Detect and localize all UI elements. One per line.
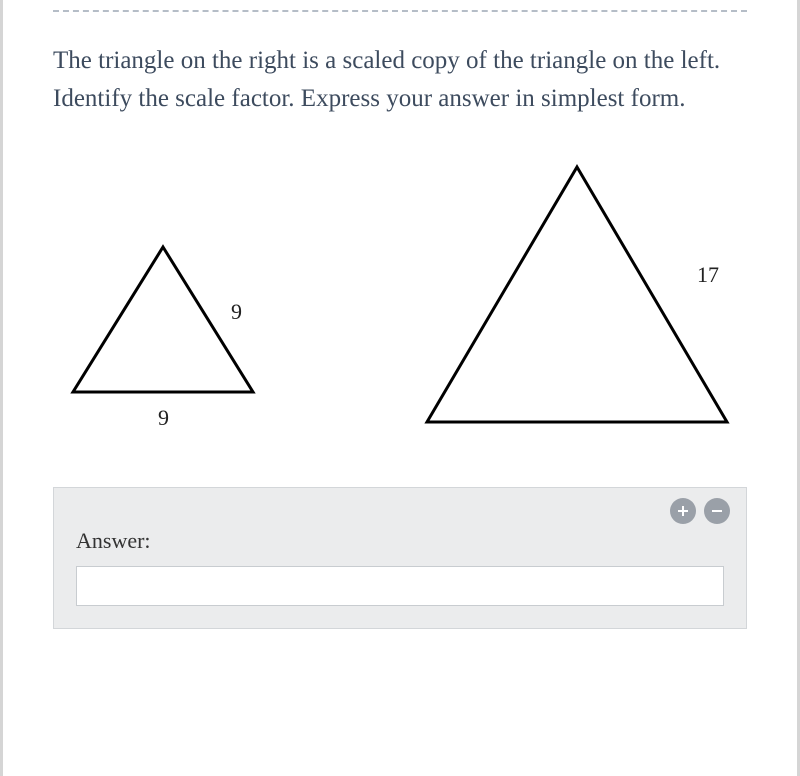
question-text: The triangle on the right is a scaled co… [53,42,747,117]
page-container: The triangle on the right is a scaled co… [0,0,800,776]
triangle-large-svg [417,157,737,432]
answer-input[interactable] [76,566,724,606]
small-triangle-bottom-label: 9 [158,405,169,431]
answer-controls [670,498,730,524]
triangle-small: 9 9 [63,237,293,437]
small-triangle-side-label: 9 [231,299,242,325]
answer-label: Answer: [76,528,724,554]
minus-icon [710,504,724,518]
section-divider [53,10,747,12]
triangle-large-shape [427,167,727,422]
plus-button[interactable] [670,498,696,524]
large-triangle-side-label: 17 [697,262,719,288]
minus-button[interactable] [704,498,730,524]
triangle-large: 17 [417,157,737,437]
figures-row: 9 9 17 [63,157,737,437]
triangle-small-shape [73,247,253,392]
plus-icon [676,504,690,518]
answer-box: Answer: [53,487,747,629]
